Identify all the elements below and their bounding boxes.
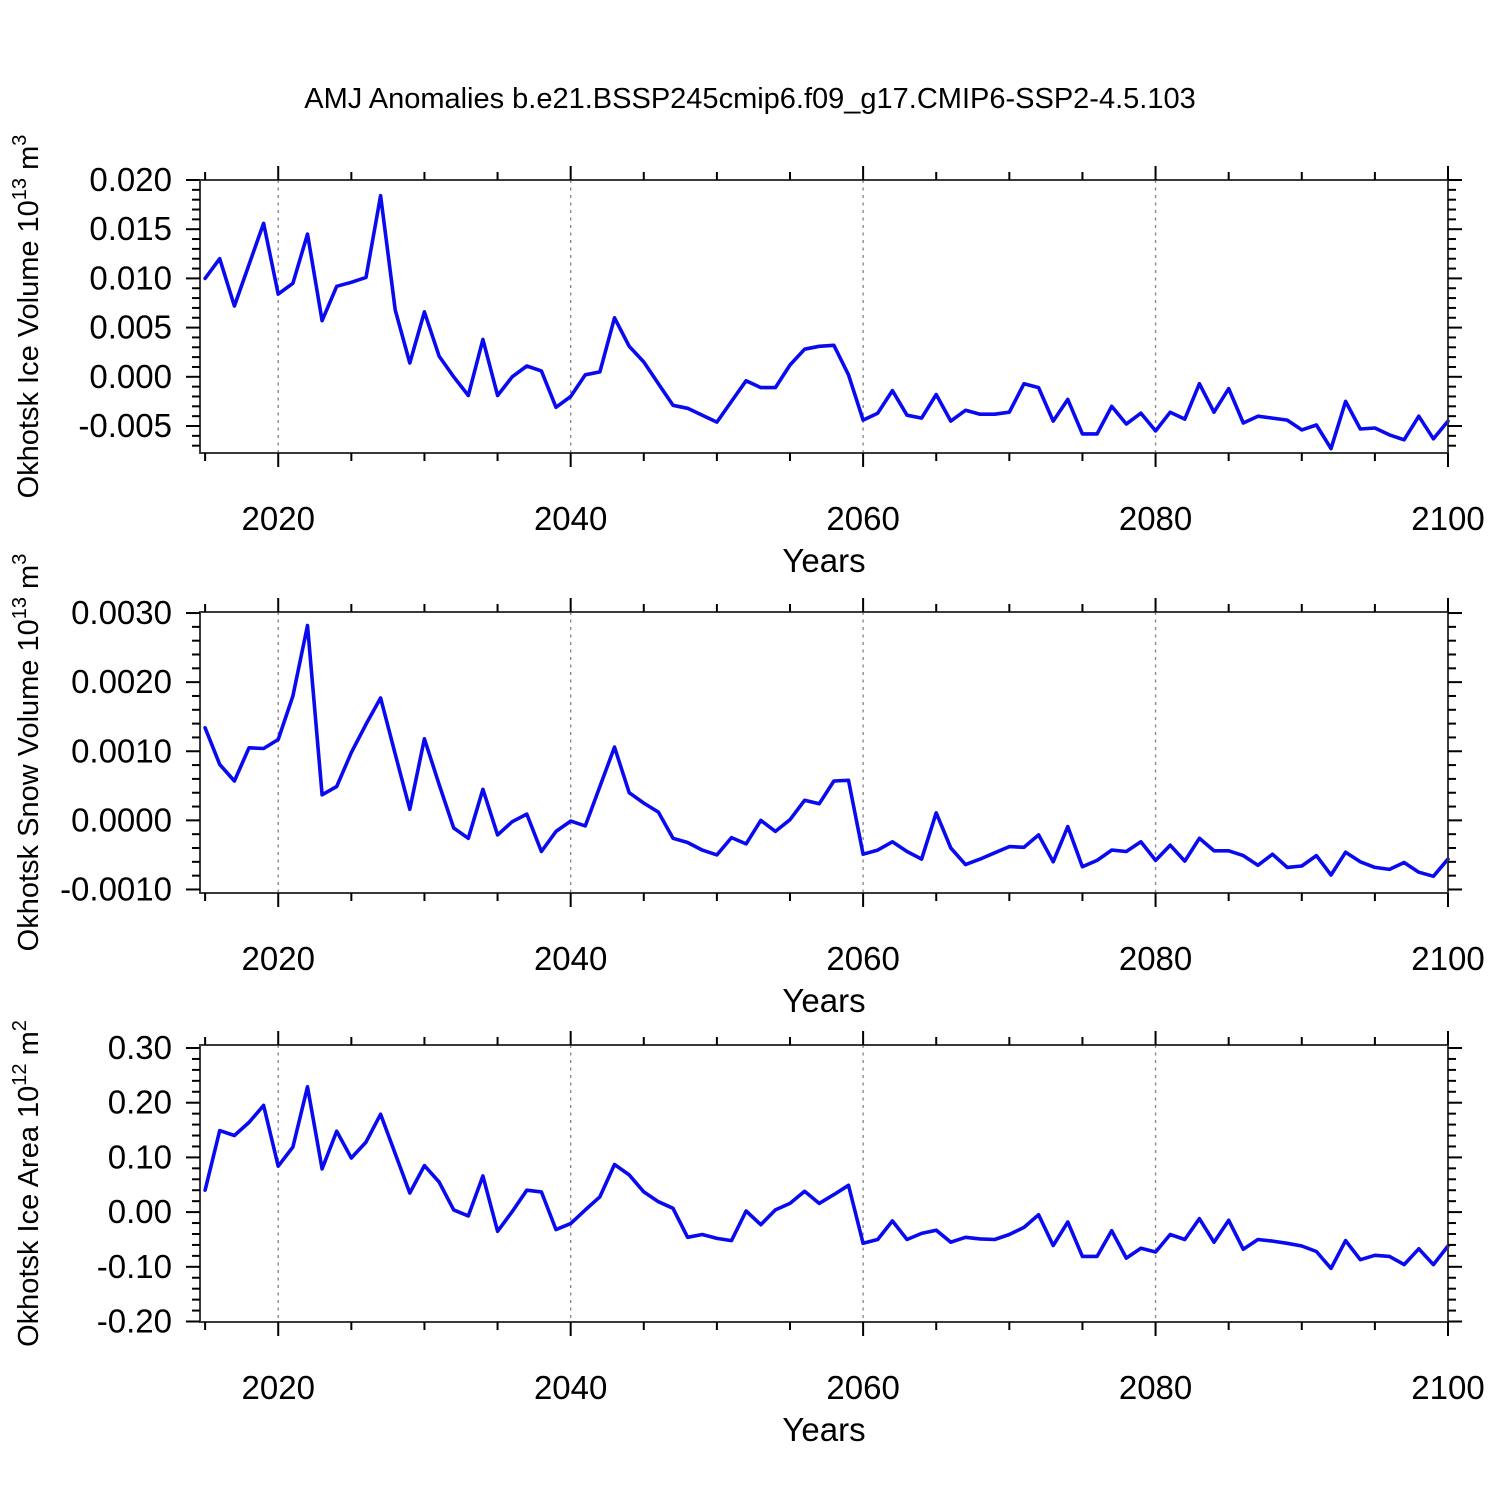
figure-title: AMJ Anomalies b.e21.BSSP245cmip6.f09_g17… xyxy=(304,83,1196,115)
y-tick-label: 0.010 xyxy=(89,259,172,296)
data-line xyxy=(203,623,1450,879)
y-tick-label: 0.0030 xyxy=(71,594,172,631)
x-tick-label: 2080 xyxy=(1119,940,1192,977)
y-tick-label: 0.015 xyxy=(89,210,172,247)
y-tick-label: 0.000 xyxy=(89,358,172,395)
x-axis-title: Years xyxy=(782,542,865,579)
x-tick-label: 2020 xyxy=(242,1369,315,1406)
y-axis-title: Okhotsk Ice Area 1012 m2 xyxy=(9,1020,45,1347)
y-tick-label: 0.00 xyxy=(108,1193,172,1230)
y-tick-label: 0.020 xyxy=(89,161,172,198)
data-line xyxy=(203,1085,1450,1271)
x-tick-label: 2080 xyxy=(1119,1369,1192,1406)
x-tick-label: 2040 xyxy=(534,1369,607,1406)
x-tick-label: 2100 xyxy=(1411,1369,1484,1406)
y-tick-label: -0.10 xyxy=(97,1248,172,1285)
okhotsk-ice-area-panel: 2020 2040 2060 2080 2100 Years 0.30 0.20 0.10 0.0… xyxy=(9,1020,1485,1448)
y-tick-label: 0.30 xyxy=(108,1029,172,1066)
x-tick-label: 2020 xyxy=(242,500,315,537)
x-axis-title: Years xyxy=(782,1411,865,1448)
y-tick-label: 0.10 xyxy=(108,1138,172,1175)
plot-frame xyxy=(199,611,1449,894)
y-tick-label: 0.0000 xyxy=(71,801,172,838)
y-tick-label: 0.20 xyxy=(108,1084,172,1121)
y-axis-title: Okhotsk Ice Volume 1013 m3 xyxy=(9,135,45,499)
plot-frame xyxy=(199,179,1449,454)
y-axis-title: Okhotsk Snow Volume 1013 m3 xyxy=(9,554,45,952)
x-tick-label: 2020 xyxy=(242,940,315,977)
okhotsk-ice-volume-panel: 2020 2040 2060 2080 2100 Years 0.020 0.015 0.010… xyxy=(9,135,1485,579)
y-tick-label: 0.0020 xyxy=(71,663,172,700)
y-tick-label: -0.20 xyxy=(97,1303,172,1340)
x-tick-label: 2100 xyxy=(1411,500,1484,537)
x-tick-label: 2080 xyxy=(1119,500,1192,537)
x-tick-label: 2060 xyxy=(826,500,899,537)
data-line xyxy=(203,193,1450,451)
y-tick-label: 0.0010 xyxy=(71,732,172,769)
x-tick-label: 2060 xyxy=(826,1369,899,1406)
x-tick-label: 2060 xyxy=(826,940,899,977)
plot-frame xyxy=(199,1044,1449,1323)
x-axis-title: Years xyxy=(782,982,865,1019)
x-tick-label: 2040 xyxy=(534,500,607,537)
x-tick-label: 2100 xyxy=(1411,940,1484,977)
okhotsk-snow-volume-panel: 2020 2040 2060 2080 2100 Years 0.0030 0.0020 0.0… xyxy=(9,554,1485,1019)
y-tick-label: -0.005 xyxy=(78,407,172,444)
y-tick-label: 0.005 xyxy=(89,309,172,346)
y-tick-label: -0.0010 xyxy=(60,870,172,907)
x-tick-label: 2040 xyxy=(534,940,607,977)
